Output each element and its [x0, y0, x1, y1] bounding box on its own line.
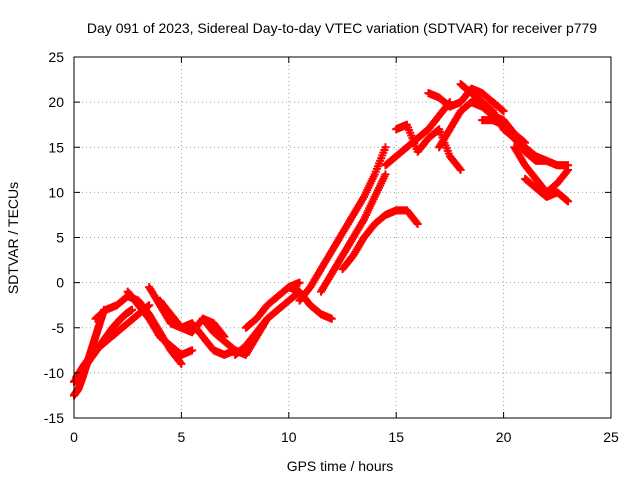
data-point [455, 164, 464, 173]
series-sat-17 [424, 84, 508, 116]
y-tick-label: 5 [56, 230, 64, 246]
data-point [413, 219, 422, 228]
data-point [381, 143, 390, 152]
series-sat-14 [338, 206, 422, 274]
data-point [412, 218, 421, 227]
series-sat-12 [295, 143, 390, 305]
series-sat-5 [123, 287, 197, 359]
data-point [127, 305, 136, 314]
data-point [188, 346, 197, 355]
y-tick-label: 15 [48, 139, 64, 155]
data-point [295, 278, 304, 287]
x-tick-label: 20 [496, 429, 512, 445]
y-tick-label: -10 [44, 365, 64, 381]
x-tick-label: 10 [281, 429, 297, 445]
x-tick-label: 0 [70, 429, 78, 445]
data-point [564, 197, 573, 206]
data-point [564, 165, 573, 174]
y-axis-title: SDTVAR / TECUs [5, 182, 21, 294]
y-tick-label: 20 [48, 94, 64, 110]
x-tick-label: 25 [603, 429, 619, 445]
y-tick-label: 25 [48, 49, 64, 65]
series-sat-16 [392, 120, 465, 174]
y-tick-label: -5 [52, 320, 65, 336]
y-tick-label: -15 [44, 410, 64, 426]
data-point [456, 165, 465, 174]
series-sat-21 [510, 143, 573, 197]
series-sat-20 [478, 116, 573, 170]
data-point [176, 358, 185, 367]
data-point [177, 359, 186, 368]
series-sat-7 [155, 296, 240, 359]
data-point [562, 167, 571, 176]
x-tick-label: 5 [178, 429, 186, 445]
axis-ticks: 0 5 10 15 20 25 -15 -10 -5 0 5 10 15 20 25 [44, 49, 619, 445]
y-tick-label: 10 [48, 184, 64, 200]
y-tick-label: 0 [56, 275, 64, 291]
data-point [327, 314, 336, 323]
data-point [499, 107, 508, 116]
x-axis-title: GPS time / hours [287, 458, 394, 474]
data-markers [70, 80, 573, 400]
x-tick-label: 15 [388, 429, 404, 445]
data-point [381, 170, 390, 179]
series-sat-22 [521, 174, 573, 206]
series-sat-13 [317, 170, 390, 296]
chart-title: Day 091 of 2023, Sidereal Day-to-day VTE… [87, 20, 597, 36]
